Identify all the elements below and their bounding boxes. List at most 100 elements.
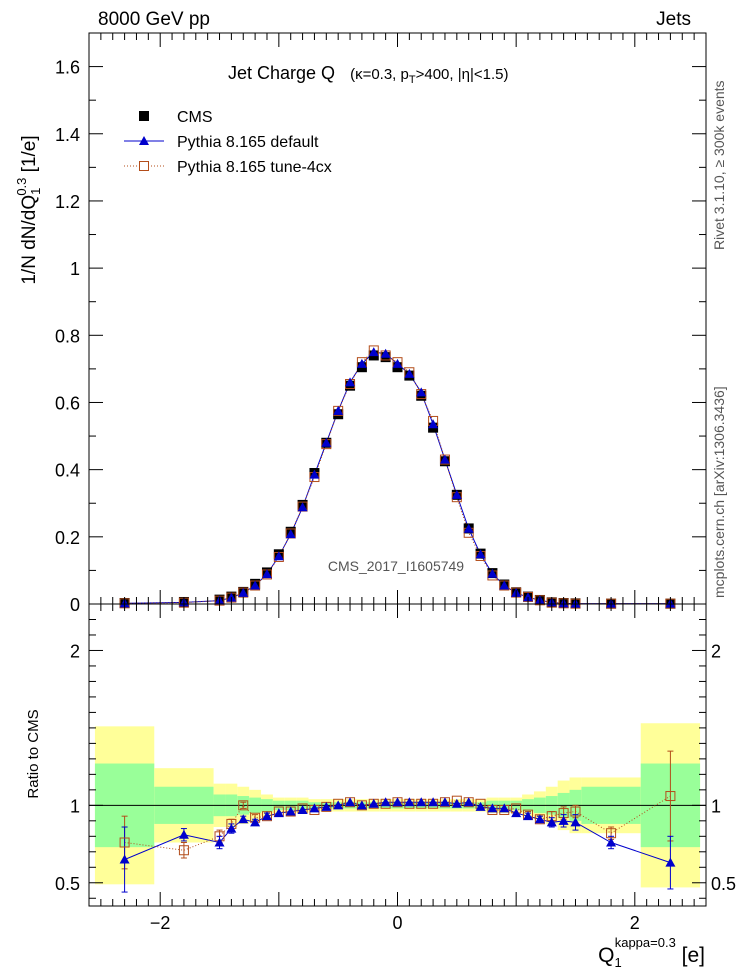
plot-title: Jet Charge Q (κ=0.3, pT>400, |η|<1.5) [228,63,508,86]
default-point-13 [345,377,356,387]
ratio-y-label: Ratio to CMS [25,709,42,798]
ratio-tune-point-4 [238,800,249,811]
y-label-sup: 0.3 [14,178,29,196]
default-point-7 [273,551,284,561]
y-tick-label-8: 1.6 [55,58,80,78]
y-tick-label-5: 1 [70,259,80,279]
ratio-tune-point-34 [665,791,676,802]
ratio-default-point-23 [463,797,474,807]
ratio-default-point-34 [665,857,676,867]
legend-label-tune: Pythia 8.165 tune-4cx [177,159,332,176]
ratio-default-point-0 [119,854,130,864]
default-point-19 [416,387,427,397]
default-point-18 [404,368,415,378]
ratio-tick-label-left-1: 1 [70,796,80,816]
default-point-25 [487,568,498,578]
y-label-pre: 1/N dN/dQ [19,195,40,285]
ratio-default-point-24 [475,801,486,811]
x-label-pre: Q [598,944,614,967]
default-point-10 [309,469,320,479]
ratio-default-point-26 [499,803,510,813]
legend: CMS Pythia 8.165 default Pythia 8.165 tu… [124,109,332,176]
ratio-default-point-30 [546,817,557,827]
ratio-default-point-1 [178,829,189,839]
ratio-default-point-31 [558,815,569,825]
ratio-tick-label-left-2: 2 [70,641,80,661]
x-tick-label-0: −2 [150,913,171,933]
title-params-post: >400, |η|<1.5) [416,66,509,83]
default-point-21 [439,454,450,464]
ratio-default-point-8 [285,806,296,816]
ratio-plot-frame [88,603,707,907]
legend-label-cms: CMS [177,109,213,126]
ratio-tune-point-1 [178,845,189,856]
default-point-20 [428,419,439,429]
default-point-23 [463,523,474,533]
default-point-11 [321,437,332,447]
default-point-4 [238,587,249,597]
ratio-default-point-10 [309,803,320,813]
default-point-24 [475,549,486,559]
default-point-15 [368,347,379,357]
ratio-default-point-28 [523,811,534,821]
x-label-post: [e] [676,944,705,967]
default-point-16 [380,348,391,358]
axis-ticks [88,32,707,906]
watermark-group: CMS_2017_I1605749 [328,558,464,574]
ratio-default-point-29 [534,814,545,824]
tick-labels: 0 0.2 0.4 0.6 0.8 1 1.2 1.4 1.6 0.5 0.5 1 1 2 2 −2 0 2 [55,58,736,933]
ratio-tick-label-right-2: 2 [711,641,721,661]
ratio-default-point-20 [428,797,439,807]
y-label-sub: 1 [28,188,43,195]
default-point-17 [392,358,403,368]
ratio-tune-point-32 [570,806,581,817]
y-tick-label-4: 0.8 [55,326,80,346]
header-right: Jets [656,9,691,30]
legend-marker-default [139,136,149,145]
title-main: Jet Charge Q [228,63,335,83]
side-label-upper: Rivet 3.1.10, ≥ 300k events [711,80,727,250]
ratio-default-point-32 [570,817,581,827]
y-tick-label-6: 1.2 [55,192,80,212]
ratio-default-point-2 [214,837,225,847]
ratio-default-point-17 [392,797,403,807]
ratio-default-point-18 [404,797,415,807]
header-left: 8000 GeV pp [98,9,210,30]
ratio-tick-label-right-1: 1 [711,796,721,816]
ratio-default-point-22 [451,798,462,808]
watermark: CMS_2017_I1605749 [328,558,464,574]
ratio-tick-label-right-0: 0.5 [711,874,736,894]
x-tick-label-2: 2 [630,913,640,933]
ratio-default-point-3 [226,823,237,833]
ratio-tune-point-0 [119,837,130,848]
y-tick-label-2: 0.4 [55,461,80,481]
x-label-sub: 1 [614,955,621,970]
ratio-default-point-5 [250,817,261,827]
default-point-14 [356,358,367,368]
y-tick-label-0: 0 [70,595,80,615]
x-axis-label: Q1 kappa=0.3 [e] [598,935,705,970]
default-point-5 [250,580,261,590]
ratio-default-point-7 [273,808,284,818]
ratio-default-point-16 [380,797,391,807]
y-axis-label: 1/N dN/dQ10.3 [1/e] [14,135,43,284]
ratio-default-point-11 [321,801,332,811]
ratio-default-point-19 [416,797,427,807]
legend-label-default: Pythia 8.165 default [177,134,319,151]
ratio-default-point-6 [261,811,272,821]
title-params: (κ=0.3, p [350,66,409,83]
default-point-6 [261,569,272,579]
side-label-lower: mcplots.cern.ch [arXiv:1306.3436] [711,386,727,598]
ratio-default-point-33 [606,837,617,847]
ratio-default-point-9 [297,804,308,814]
default-point-28 [523,592,534,602]
default-point-22 [451,489,462,499]
default-point-8 [285,529,296,539]
default-point-9 [297,502,308,512]
y-tick-label-7: 1.4 [55,125,80,145]
title-params-sub: T [409,74,416,86]
ratio-default-point-4 [238,814,249,824]
y-tick-label-1: 0.2 [55,528,80,548]
y-label-post: [1/e] [19,135,40,177]
